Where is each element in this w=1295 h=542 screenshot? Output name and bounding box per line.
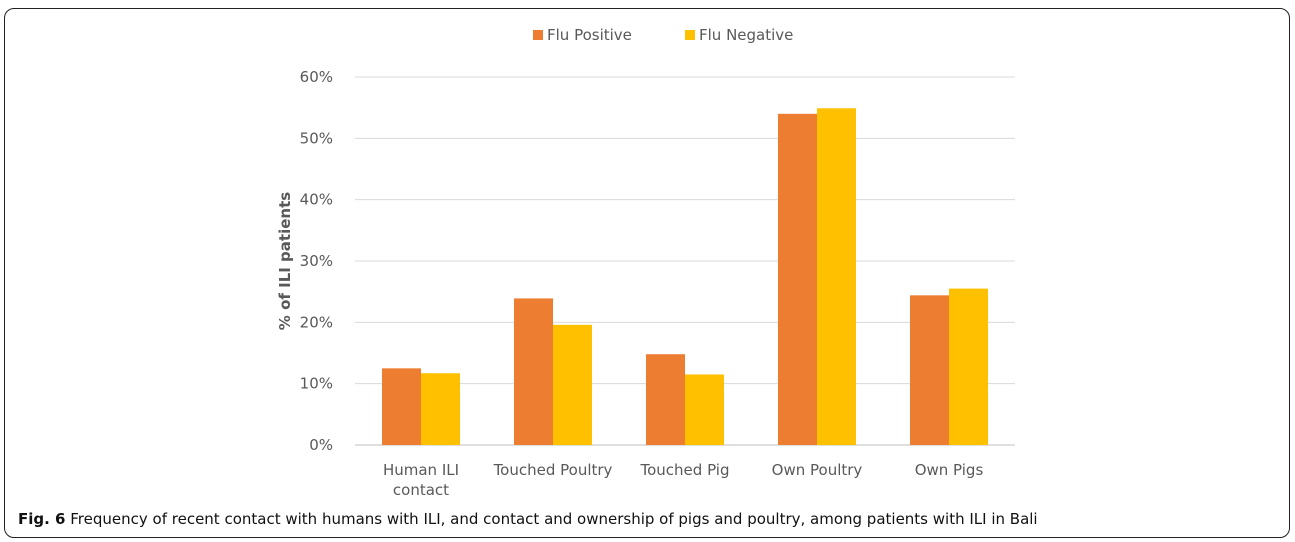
x-tick-label: Touched Poultry — [493, 461, 613, 479]
y-tick-label: 30% — [300, 252, 333, 270]
y-axis-label: % of ILI patients — [276, 192, 294, 330]
x-axis-ticks: Human ILI contact Touched Poultry Touched P… — [383, 461, 984, 499]
bar-chart: Flu Positive Flu Negative 0% 10% 20% 30% 40% 5… — [276, 26, 1015, 499]
figure-caption: Fig. 6 Frequency of recent contact with … — [18, 510, 1278, 528]
legend-swatch — [685, 30, 695, 40]
caption-text: Frequency of recent contact with humans … — [70, 510, 1038, 528]
legend-label: Flu Negative — [699, 26, 793, 44]
gridlines — [355, 76, 1015, 446]
legend: Flu Positive Flu Negative — [533, 26, 793, 44]
x-tick-label: Own Pigs — [915, 461, 984, 479]
bar-flu-positive — [382, 368, 421, 445]
y-tick-label: 50% — [300, 129, 333, 147]
bar-flu-negative — [949, 288, 988, 445]
bar-flu-positive — [910, 295, 949, 445]
y-tick-label: 20% — [300, 313, 333, 331]
bar-flu-negative — [817, 108, 856, 445]
caption-label: Fig. 6 — [18, 510, 66, 528]
y-tick-label: 40% — [300, 191, 333, 209]
legend-swatch — [533, 30, 543, 40]
bar-flu-negative — [553, 324, 592, 445]
bar-flu-positive — [646, 354, 685, 445]
x-tick-label: contact — [393, 481, 449, 499]
x-tick-label: Own Poultry — [772, 461, 863, 479]
x-tick-label: Human ILI — [383, 461, 459, 479]
x-tick-label: Touched Pig — [640, 461, 730, 479]
y-axis-ticks: 0% 10% 20% 30% 40% 50% 60% — [300, 68, 333, 454]
bar-flu-negative — [685, 374, 724, 445]
bar-flu-negative — [421, 373, 460, 445]
y-tick-label: 10% — [300, 375, 333, 393]
y-tick-label: 60% — [300, 68, 333, 86]
bars — [382, 108, 988, 446]
bar-flu-positive — [778, 113, 817, 446]
legend-label: Flu Positive — [547, 26, 632, 44]
bar-flu-positive — [514, 298, 553, 445]
y-tick-label: 0% — [309, 436, 333, 454]
figure-frame — [4, 8, 1290, 538]
